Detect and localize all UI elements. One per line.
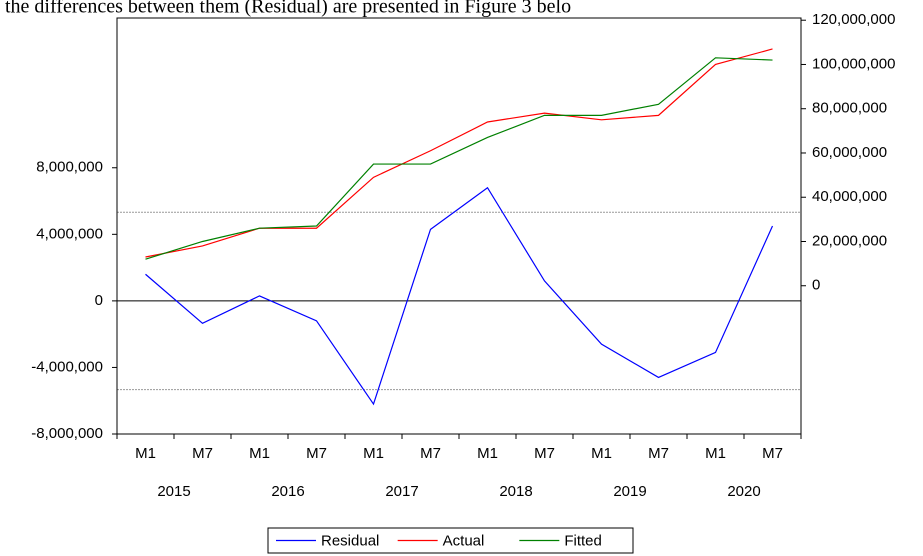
y2-tick-label: 0	[812, 277, 820, 294]
x-group-label: 2016	[271, 483, 304, 500]
x-tick-label: M7	[306, 445, 327, 462]
y-tick-label: -8,000,000	[31, 425, 103, 442]
x-tick-label: M1	[135, 445, 156, 462]
y2-tick-label: 60,000,000	[812, 144, 887, 161]
caption-fragment: d the differences between them (Residual…	[0, 0, 571, 18]
x-tick-label: M7	[192, 445, 213, 462]
plot-frame	[116, 17, 802, 435]
y2-tick-label: 100,000,000	[812, 55, 895, 72]
y2-tick-label: 80,000,000	[812, 100, 887, 117]
x-tick-label: M7	[420, 445, 441, 462]
y2-tick-label: 40,000,000	[812, 188, 887, 205]
series-line	[145, 186, 774, 406]
x-group-label: 2020	[727, 483, 760, 500]
y2-tick-label: 20,000,000	[812, 232, 887, 249]
legend-label: Fitted	[564, 532, 602, 549]
x-tick-label: M1	[249, 445, 270, 462]
x-tick-label: M7	[534, 445, 555, 462]
legend-label: Residual	[321, 532, 379, 549]
y-tick-label: -4,000,000	[31, 358, 103, 375]
x-group-label: 2015	[157, 483, 190, 500]
y2-tick-label: 120,000,000	[812, 11, 895, 28]
x-tick-label: M1	[477, 445, 498, 462]
series-line	[145, 48, 773, 258]
y-tick-label: 4,000,000	[36, 225, 103, 242]
x-group-label: 2019	[613, 483, 646, 500]
x-tick-label: M7	[762, 445, 783, 462]
x-tick-label: M1	[591, 445, 612, 462]
y-tick-label: 8,000,000	[36, 159, 103, 176]
x-group-label: 2017	[385, 483, 418, 500]
series-line	[145, 57, 773, 260]
y-tick-label: 0	[95, 292, 103, 309]
x-tick-label: M1	[363, 445, 384, 462]
legend-label: Actual	[443, 532, 485, 549]
legend-box	[267, 527, 634, 554]
x-tick-label: M1	[705, 445, 726, 462]
x-tick-label: M7	[648, 445, 669, 462]
x-group-label: 2018	[499, 483, 532, 500]
